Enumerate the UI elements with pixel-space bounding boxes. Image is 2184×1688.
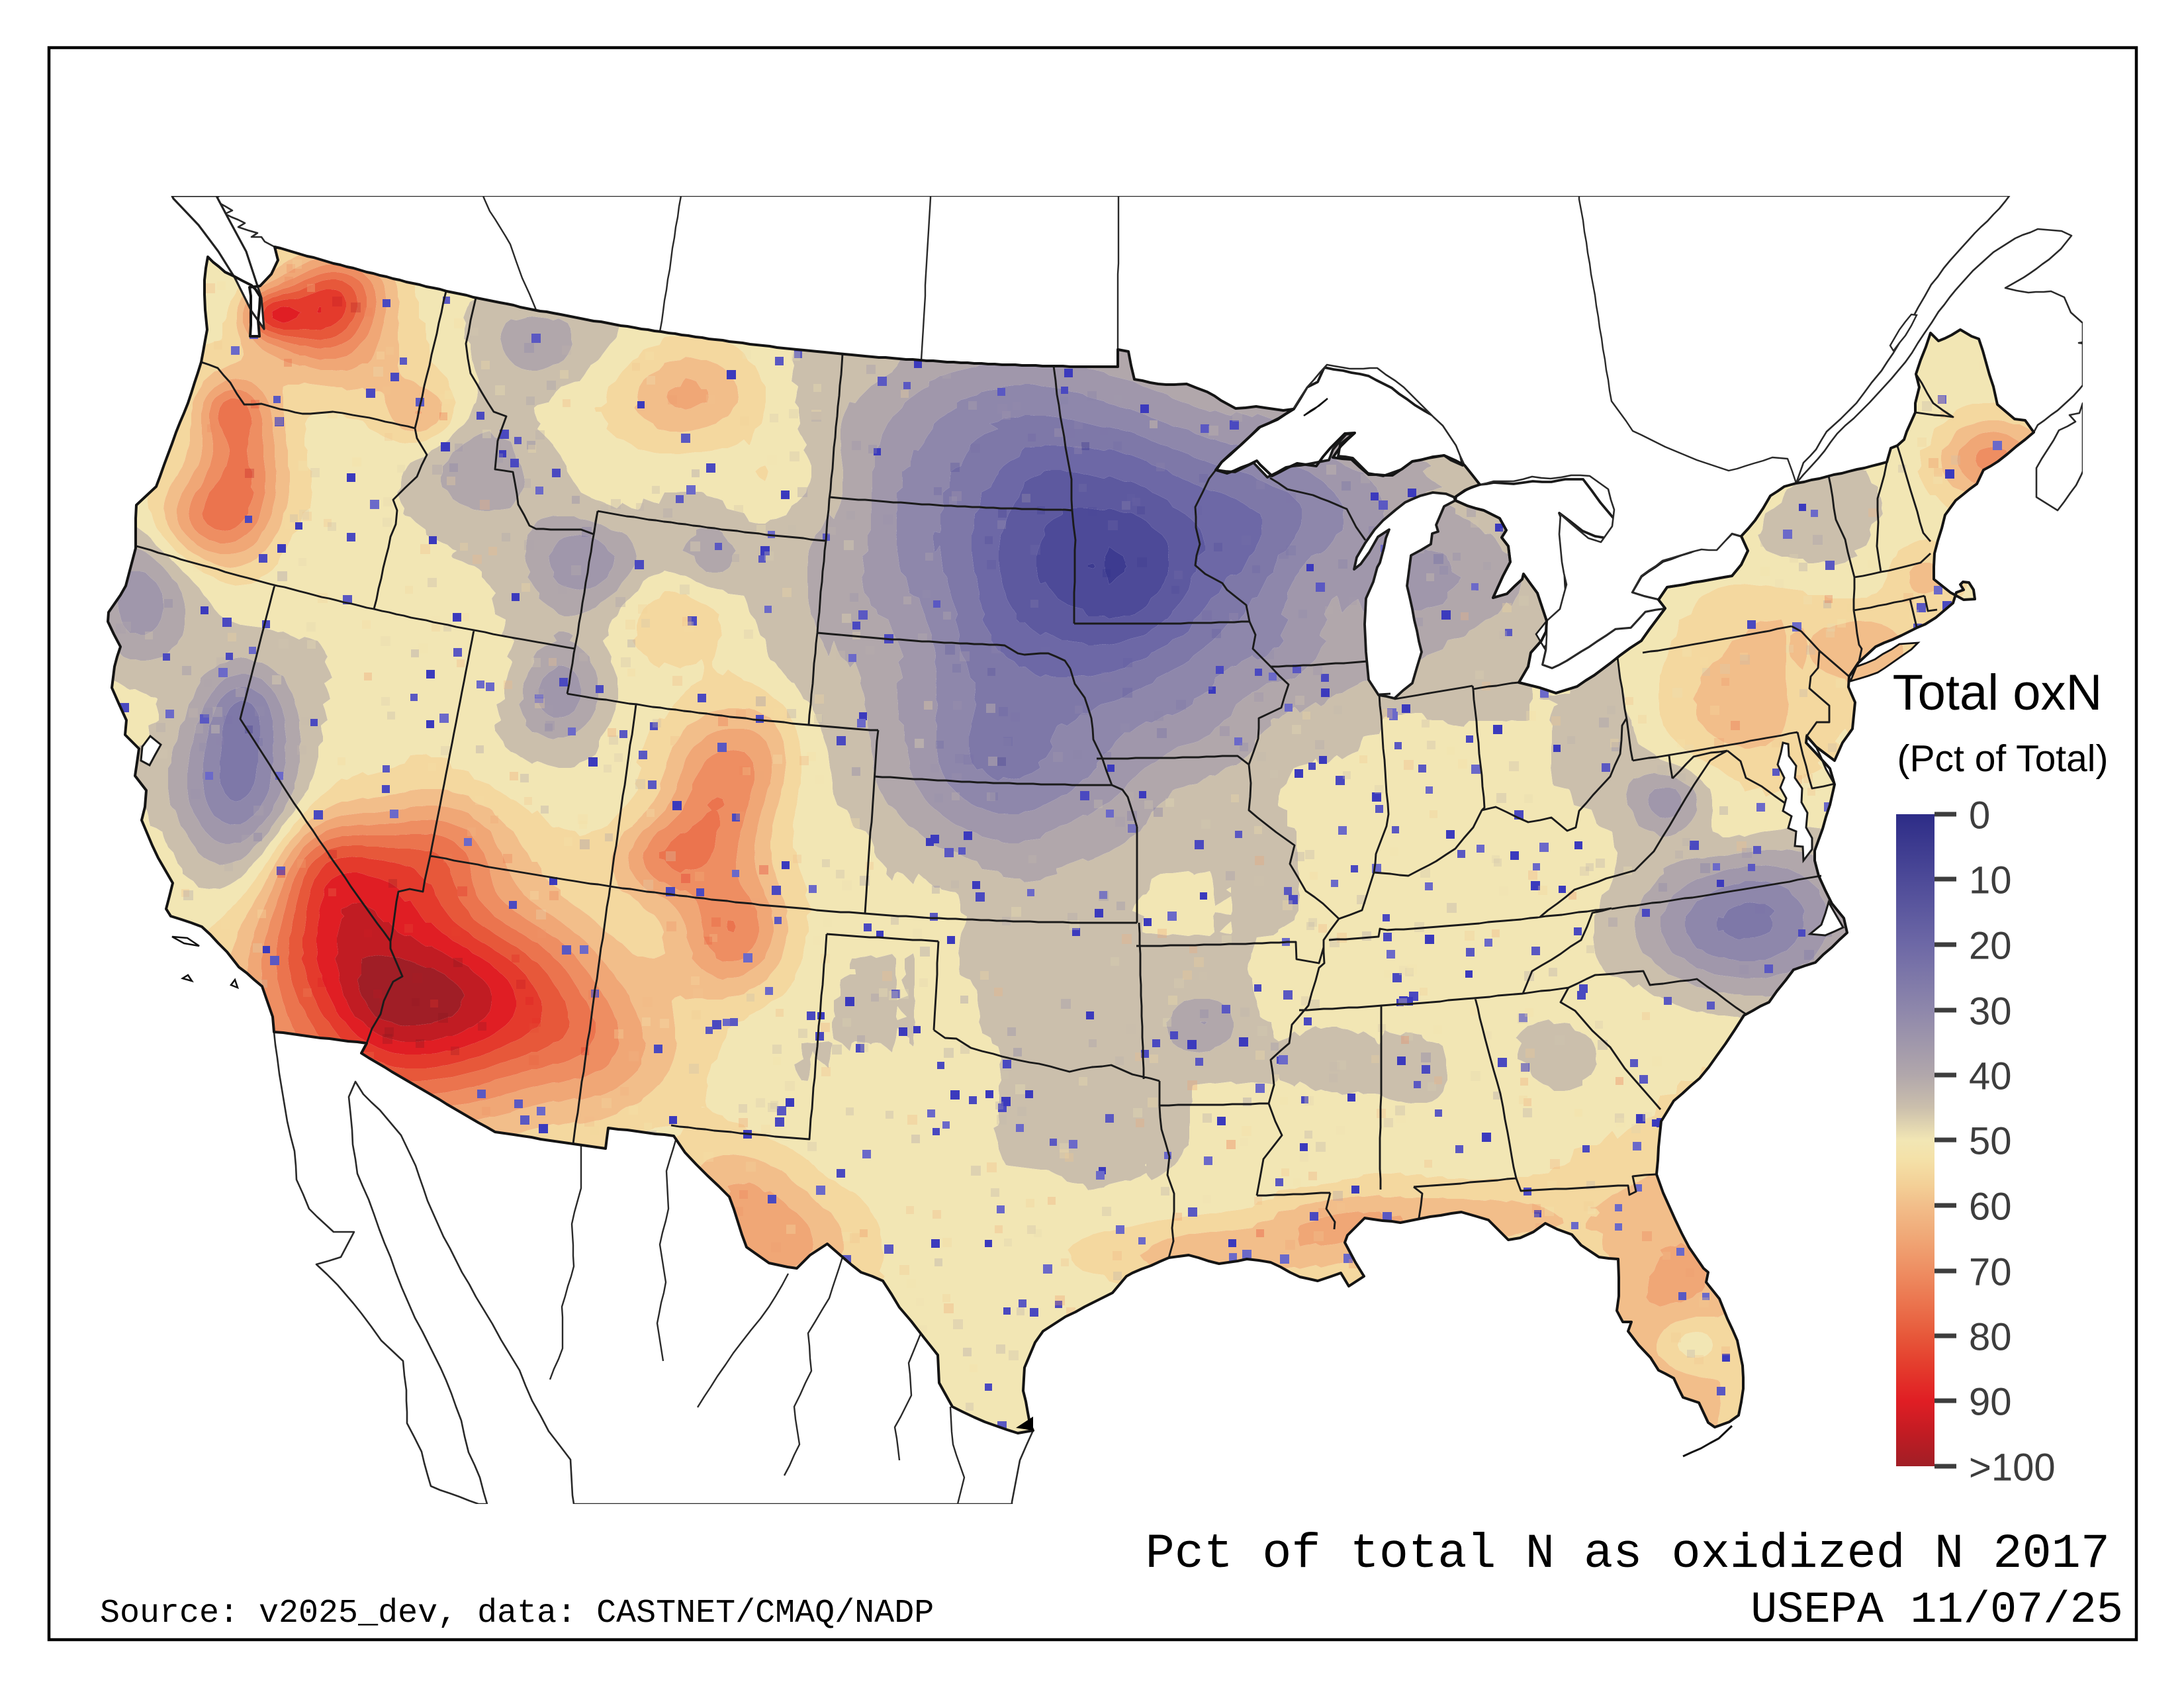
- svg-text:>100: >100: [1969, 1446, 2056, 1489]
- svg-text:50: 50: [1969, 1120, 2012, 1163]
- svg-text:USEPA 11/07/25: USEPA 11/07/25: [1751, 1585, 2123, 1636]
- svg-text:70: 70: [1969, 1251, 2012, 1294]
- svg-text:80: 80: [1969, 1316, 2012, 1359]
- svg-text:0: 0: [1969, 794, 1990, 837]
- svg-text:10: 10: [1969, 859, 2012, 902]
- svg-text:(Pct of Total): (Pct of Total): [1897, 737, 2109, 780]
- svg-text:Source: v2025_dev, data: CASTN: Source: v2025_dev, data: CASTNET/CMAQ/NA…: [100, 1595, 934, 1632]
- svg-text:20: 20: [1969, 925, 2012, 968]
- svg-text:90: 90: [1969, 1381, 2012, 1424]
- svg-text:Total oxN: Total oxN: [1893, 665, 2103, 721]
- svg-text:30: 30: [1969, 990, 2012, 1033]
- svg-text:60: 60: [1969, 1186, 2012, 1229]
- svg-text:Pct of total N as oxidized N 2: Pct of total N as oxidized N 2017: [1146, 1527, 2110, 1582]
- svg-text:40: 40: [1969, 1055, 2012, 1098]
